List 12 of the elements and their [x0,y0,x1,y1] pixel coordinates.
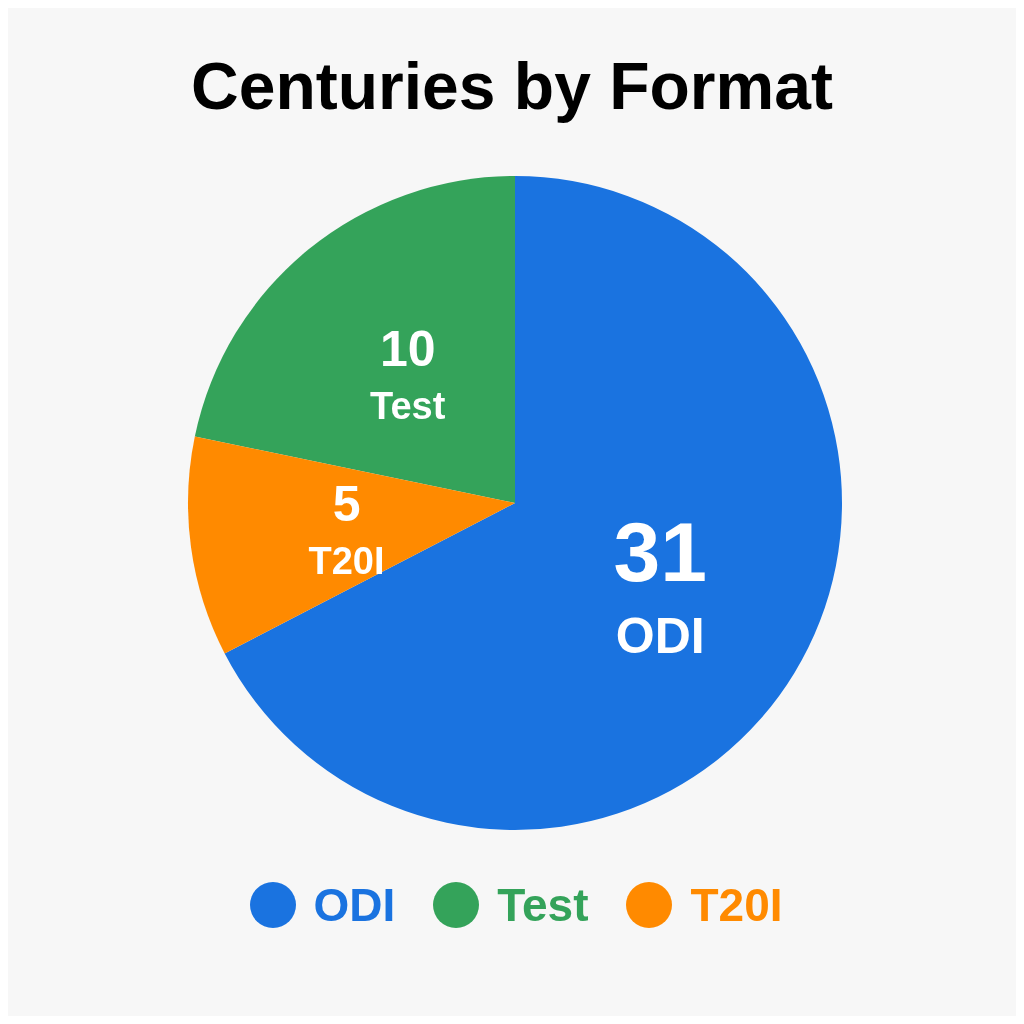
legend-label: Test [497,878,589,932]
chart-title: Centuries by Format [190,48,834,124]
data-label: 10 [379,321,436,378]
slice-label: Test [370,385,446,428]
data-label: 31 [613,505,707,600]
pie-slice [188,436,515,654]
legend-label: ODI [313,878,396,932]
slice-label: T20I [308,540,385,583]
data-label: 5 [332,476,361,533]
slice-label: ODI [615,608,705,665]
legend-label: T20I [690,878,783,932]
pie-slice [224,176,842,830]
